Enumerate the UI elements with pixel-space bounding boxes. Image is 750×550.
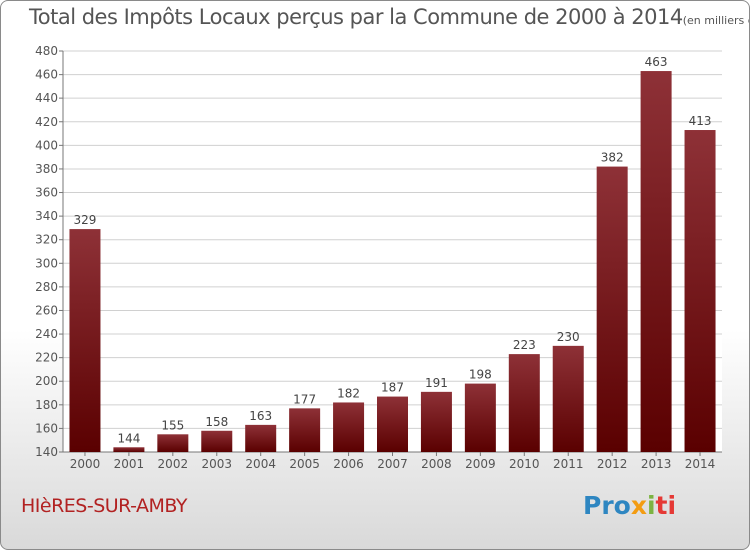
x-tick-label: 2013: [641, 457, 672, 471]
bar-value-label: 191: [425, 376, 448, 390]
bar-value-label: 223: [513, 338, 536, 352]
y-tick-label: 360: [35, 186, 58, 200]
bar: [245, 424, 277, 452]
y-tick-label: 200: [35, 374, 58, 388]
bar-value-label: 158: [205, 415, 228, 429]
y-tick-label: 300: [35, 256, 58, 270]
y-tick-label: 160: [35, 421, 58, 435]
bar: [640, 71, 672, 453]
bar: [201, 430, 233, 452]
bar-value-label: 177: [293, 392, 316, 406]
bar: [289, 408, 321, 452]
y-tick-label: 380: [35, 162, 58, 176]
bar-value-label: 329: [74, 213, 97, 227]
bar-value-label: 198: [469, 368, 492, 382]
chart-title: Total des Impôts Locaux perçus par la Co…: [29, 5, 749, 29]
x-tick-label: 2009: [465, 457, 496, 471]
bar: [596, 166, 628, 453]
bar-value-label: 144: [117, 431, 140, 445]
x-tick-label: 2006: [333, 457, 364, 471]
y-tick-label: 460: [35, 68, 58, 82]
x-tick-label: 2007: [377, 457, 408, 471]
y-tick-label: 240: [35, 327, 58, 341]
bar: [377, 396, 408, 452]
y-tick-label: 140: [35, 445, 58, 459]
x-tick-label: 2000: [70, 457, 101, 471]
y-tick-label: 220: [35, 351, 58, 365]
bar: [333, 402, 365, 452]
x-tick-label: 2012: [597, 457, 628, 471]
x-tick-label: 2011: [553, 457, 584, 471]
bar: [552, 345, 584, 452]
proxiti-logo: Proxiti: [583, 491, 677, 520]
y-tick-label: 340: [35, 209, 58, 223]
bar: [508, 354, 540, 452]
bar-value-label: 182: [337, 386, 360, 400]
y-tick-label: 320: [35, 233, 58, 247]
y-tick-label: 260: [35, 303, 58, 317]
x-tick-label: 2005: [289, 457, 320, 471]
bar: [113, 447, 145, 452]
title-unit: (en milliers d'€): [682, 14, 749, 27]
bar-value-label: 463: [645, 55, 668, 69]
bar: [684, 130, 716, 453]
y-tick-label: 180: [35, 398, 58, 412]
y-tick-label: 480: [35, 44, 58, 58]
bar-value-label: 230: [557, 330, 580, 344]
bar-value-label: 187: [381, 381, 404, 395]
x-tick-label: 2014: [685, 457, 716, 471]
y-tick-label: 440: [35, 91, 58, 105]
commune-name: HIèRES-SUR-AMBY: [21, 495, 188, 517]
y-tick-label: 400: [35, 138, 58, 152]
bar: [464, 383, 496, 452]
bar-value-label: 413: [689, 114, 712, 128]
x-tick-label: 2010: [509, 457, 540, 471]
title-text: Total des Impôts Locaux perçus par la Co…: [29, 5, 683, 29]
x-tick-label: 2008: [421, 457, 452, 471]
x-tick-label: 2002: [158, 457, 189, 471]
x-tick-label: 2003: [201, 457, 232, 471]
bar: [420, 391, 452, 452]
bar-value-label: 382: [601, 151, 624, 165]
bar: [69, 229, 101, 452]
bar: [157, 434, 189, 452]
x-tick-label: 2001: [114, 457, 145, 471]
bar-value-label: 155: [161, 418, 184, 432]
y-tick-label: 280: [35, 280, 58, 294]
y-tick-label: 420: [35, 115, 58, 129]
x-tick-label: 2004: [245, 457, 276, 471]
bar-value-label: 163: [249, 409, 272, 423]
